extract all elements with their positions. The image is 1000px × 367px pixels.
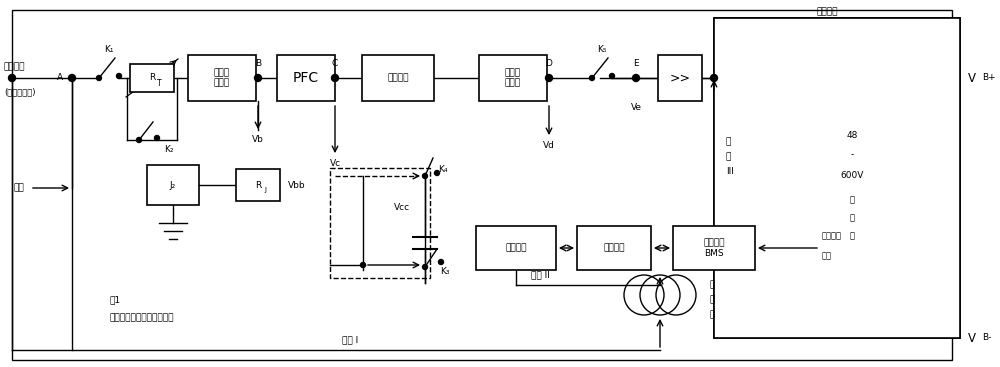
Text: 设置: 设置: [13, 184, 24, 193]
FancyBboxPatch shape: [188, 55, 256, 101]
Text: 通道 I: 通道 I: [342, 335, 358, 345]
Circle shape: [136, 138, 142, 142]
FancyBboxPatch shape: [147, 165, 199, 205]
FancyBboxPatch shape: [673, 226, 755, 270]
Text: PFC: PFC: [293, 71, 319, 85]
Text: J: J: [264, 187, 266, 193]
Circle shape: [610, 73, 614, 79]
Text: 合: 合: [710, 295, 715, 305]
Text: (单相或三相): (单相或三相): [4, 87, 36, 97]
Text: 器: 器: [710, 310, 715, 320]
Text: Vcc: Vcc: [394, 203, 410, 211]
Circle shape: [8, 75, 16, 81]
FancyBboxPatch shape: [714, 18, 960, 338]
FancyBboxPatch shape: [236, 169, 280, 201]
Text: V: V: [968, 331, 976, 345]
Circle shape: [633, 75, 640, 81]
Text: C: C: [332, 59, 338, 69]
Circle shape: [154, 135, 160, 141]
Circle shape: [438, 259, 444, 265]
Text: Vc: Vc: [329, 160, 341, 168]
Text: 信号: 信号: [822, 251, 832, 261]
Text: R: R: [255, 181, 261, 189]
Circle shape: [116, 73, 122, 79]
Circle shape: [590, 76, 594, 80]
Text: 耦: 耦: [710, 280, 715, 290]
Text: 通道 II: 通道 II: [531, 270, 549, 280]
FancyBboxPatch shape: [362, 55, 434, 101]
Text: 充电端口: 充电端口: [816, 7, 838, 17]
Text: 电源管理: 电源管理: [505, 243, 527, 252]
Text: K₁: K₁: [104, 46, 114, 55]
Circle shape: [96, 76, 102, 80]
Text: A: A: [57, 73, 63, 83]
Text: III: III: [726, 167, 734, 177]
Text: 600V: 600V: [840, 171, 864, 179]
Circle shape: [434, 171, 440, 175]
Text: 充电管理: 充电管理: [603, 243, 625, 252]
Text: Ve: Ve: [631, 103, 642, 113]
Text: 电: 电: [850, 196, 854, 204]
Text: V: V: [968, 72, 976, 84]
FancyBboxPatch shape: [714, 18, 960, 338]
Text: 道: 道: [726, 153, 731, 161]
Text: >>: >>: [670, 72, 690, 84]
Circle shape: [710, 75, 718, 81]
Circle shape: [254, 75, 262, 81]
Text: B+: B+: [982, 73, 996, 83]
Text: R: R: [149, 73, 155, 83]
FancyBboxPatch shape: [479, 55, 547, 101]
Text: K₄: K₄: [438, 166, 448, 174]
Text: 通: 通: [726, 138, 731, 146]
Text: E: E: [633, 59, 639, 69]
Circle shape: [422, 174, 428, 178]
Text: K₃: K₃: [440, 268, 450, 276]
Text: Vd: Vd: [543, 142, 555, 150]
Text: J₂: J₂: [170, 181, 176, 189]
FancyBboxPatch shape: [658, 55, 702, 101]
FancyBboxPatch shape: [277, 55, 335, 101]
Text: B-: B-: [982, 334, 991, 342]
Circle shape: [422, 265, 428, 269]
Text: 48: 48: [846, 131, 858, 139]
Text: 电池管理
BMS: 电池管理 BMS: [703, 238, 725, 258]
Text: K₂: K₂: [164, 145, 174, 155]
Text: Vbb: Vbb: [288, 181, 306, 189]
Text: 交流输入: 交流输入: [4, 62, 26, 72]
Text: K₅: K₅: [597, 46, 607, 55]
FancyBboxPatch shape: [476, 226, 556, 270]
Text: 池: 池: [850, 214, 854, 222]
Text: 组: 组: [850, 232, 854, 240]
Text: 输出整
流滤波: 输出整 流滤波: [505, 68, 521, 88]
Text: 图1: 图1: [110, 295, 121, 305]
FancyBboxPatch shape: [577, 226, 651, 270]
Text: 功率转换: 功率转换: [387, 73, 409, 83]
Circle shape: [546, 75, 552, 81]
Circle shape: [360, 262, 366, 268]
Text: 输入整
流滤波: 输入整 流滤波: [214, 68, 230, 88]
Text: 大功率充电控制系统架构图: 大功率充电控制系统架构图: [110, 313, 175, 323]
Text: Vb: Vb: [252, 135, 264, 145]
Circle shape: [68, 75, 76, 81]
FancyBboxPatch shape: [130, 64, 174, 92]
Text: T: T: [157, 79, 161, 87]
Text: B: B: [255, 59, 261, 69]
Circle shape: [332, 75, 338, 81]
Text: 电池状态: 电池状态: [822, 232, 842, 240]
Text: -: -: [850, 150, 854, 160]
Text: D: D: [546, 59, 552, 69]
